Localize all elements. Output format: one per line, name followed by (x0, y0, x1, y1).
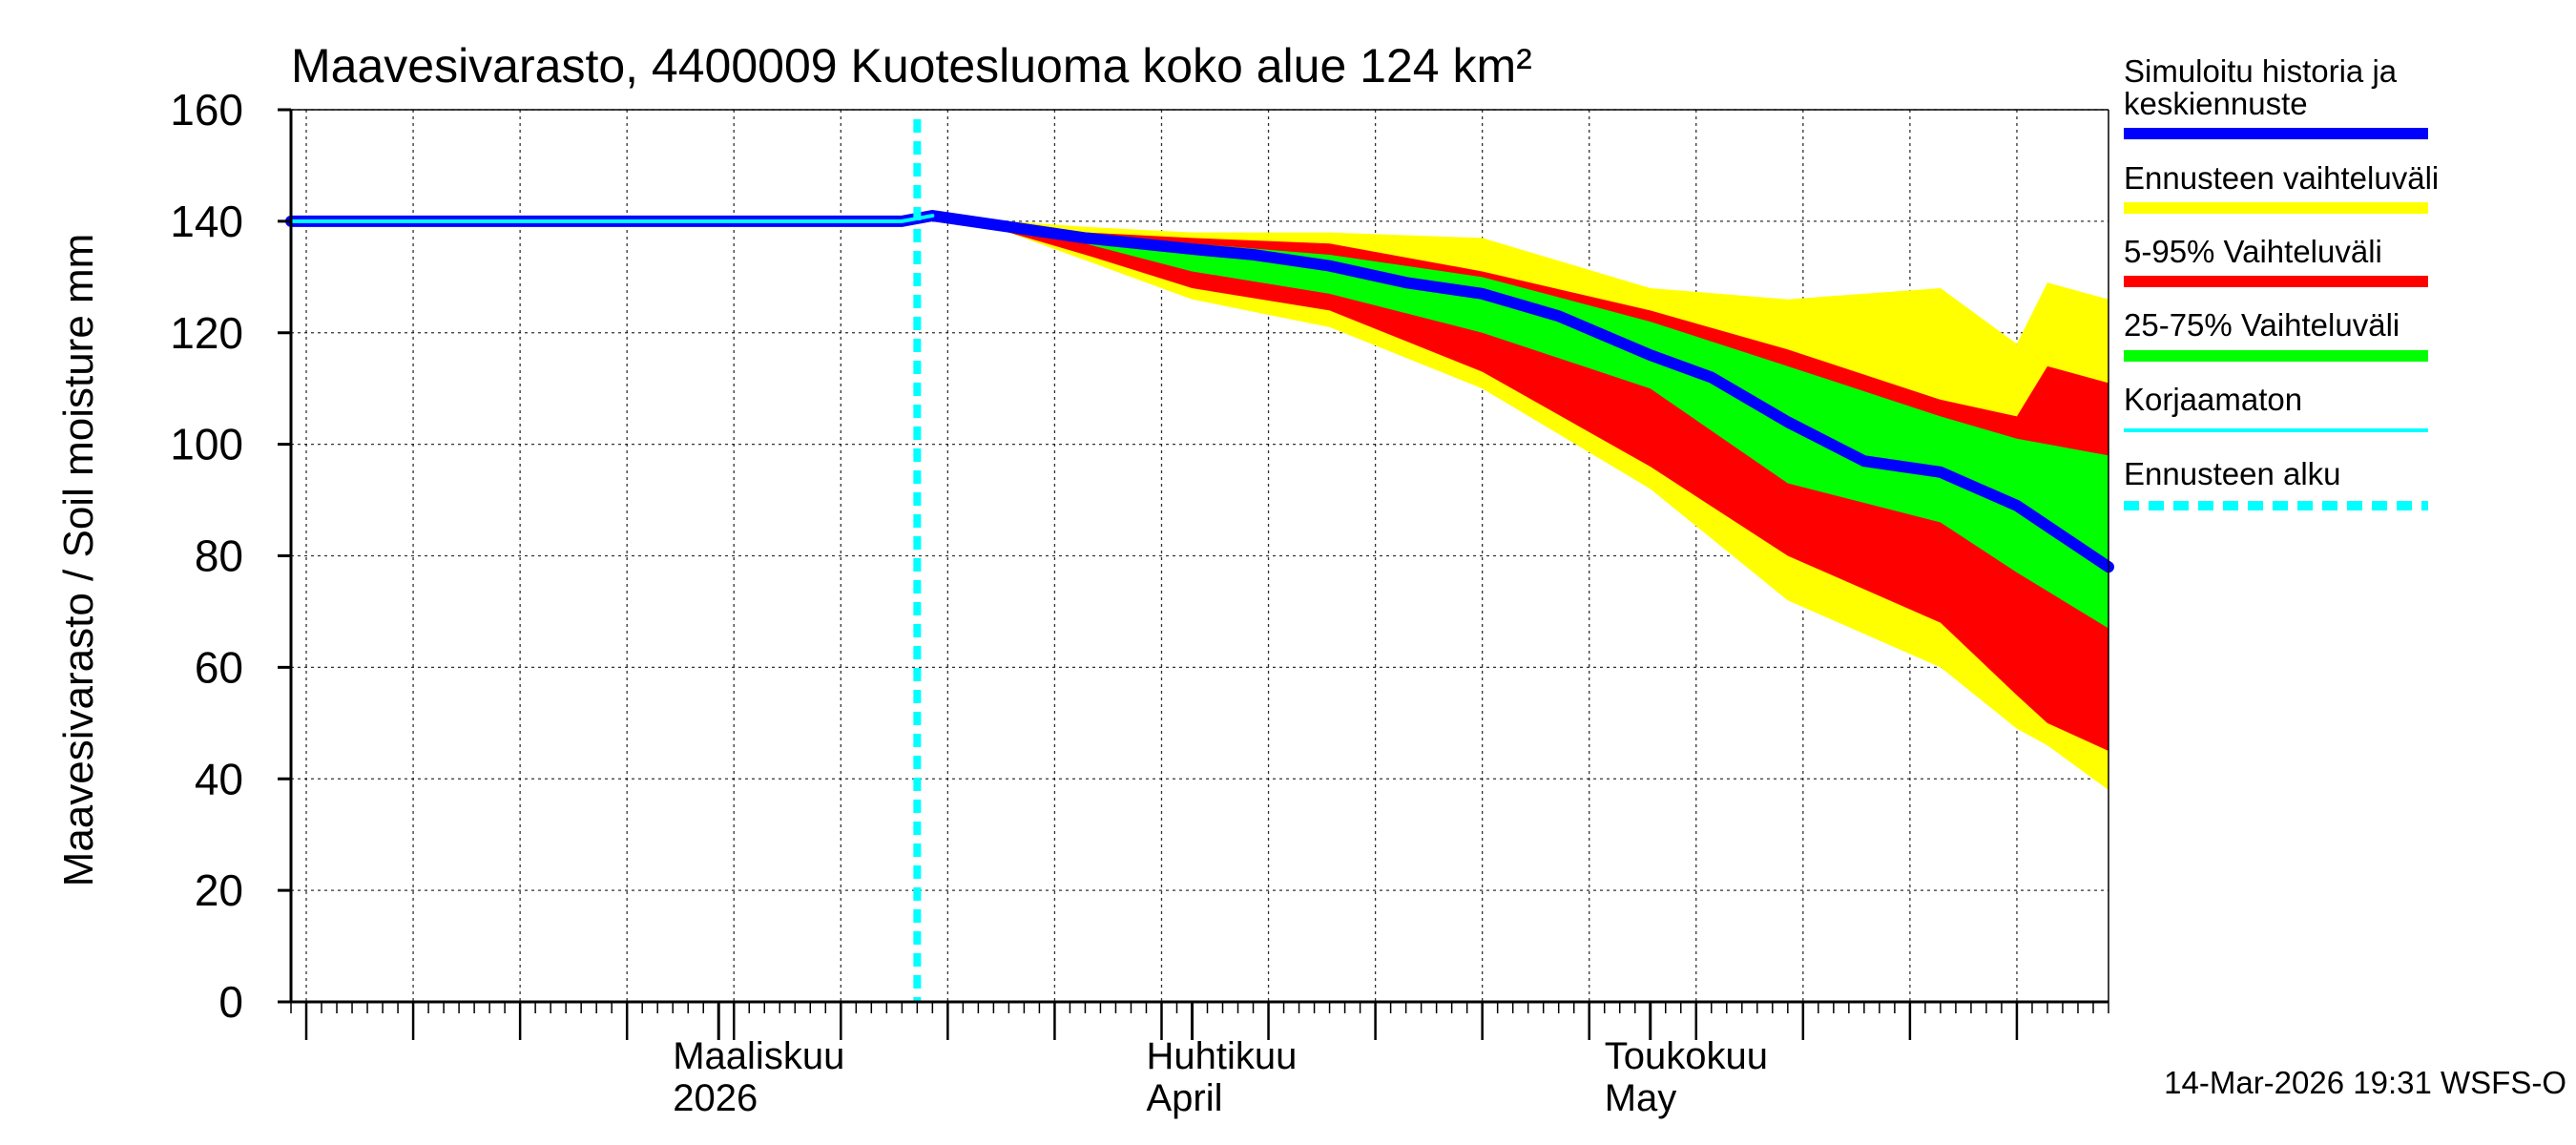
uncorrected-line (289, 214, 935, 223)
month-sublabel: May (1605, 1077, 1677, 1119)
y-axis-label: Maavesivarasto / Soil moisture mm (55, 234, 102, 887)
legend-label: Simuloitu historia ja (2124, 53, 2398, 89)
y-tick-label: 100 (170, 420, 243, 469)
chart-axes (278, 108, 2109, 1040)
y-tick-label: 40 (195, 754, 243, 803)
legend-label: Ennusteen vaihteluväli (2124, 160, 2439, 196)
legend-label: keskiennuste (2124, 86, 2308, 121)
y-tick-labels: 0 20 40 60 80 100 120 140 160 (170, 85, 243, 1027)
legend-label: Korjaamaton (2124, 382, 2302, 417)
y-tick-label: 120 (170, 308, 243, 358)
month-sublabel: April (1146, 1077, 1222, 1119)
legend-label: 5-95% Vaihteluväli (2124, 234, 2382, 269)
y-tick-label: 0 (218, 977, 243, 1027)
y-tick-label: 140 (170, 197, 243, 246)
month-label: Huhtikuu (1146, 1035, 1297, 1077)
band-area (932, 216, 2109, 629)
legend-label: Ennusteen alku (2124, 456, 2341, 491)
y-tick-label: 20 (195, 865, 243, 915)
mean-forecast-line (285, 210, 2114, 573)
chart-series (285, 210, 2114, 573)
y-tick-label: 60 (195, 642, 243, 692)
month-label: Toukokuu (1605, 1035, 1768, 1077)
y-tick-label: 80 (195, 531, 243, 581)
chart-title: Maavesivarasto, 4400009 Kuotesluoma koko… (291, 39, 1532, 93)
month-label: Maaliskuu (673, 1035, 844, 1077)
y-tick-label: 160 (170, 85, 243, 135)
legend-label: 25-75% Vaihteluväli (2124, 307, 2399, 343)
chart-bands (932, 216, 2109, 790)
footer-timestamp: 14-Mar-2026 19:31 WSFS-O (2164, 1065, 2566, 1100)
month-sublabel: 2026 (673, 1077, 758, 1119)
